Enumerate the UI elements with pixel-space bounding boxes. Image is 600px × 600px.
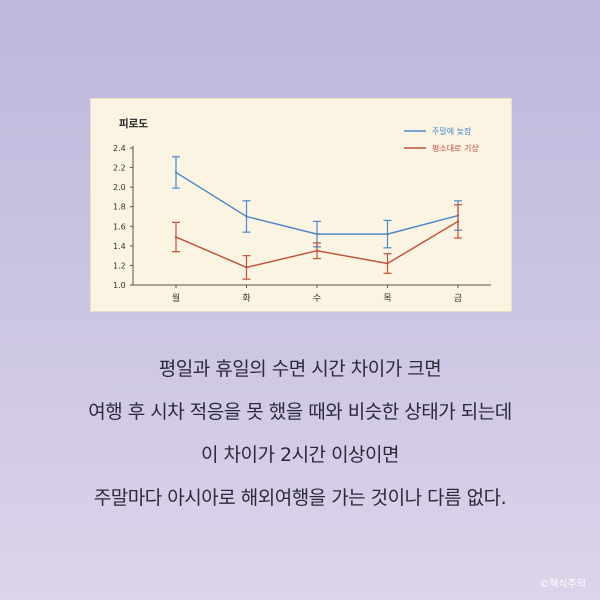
x-tick-label: 목 <box>383 293 391 304</box>
y-axis-title: 피로도 <box>119 117 148 130</box>
caption-line-3: 이 차이가 2시간 이상이면 <box>200 444 400 466</box>
caption-text: 평일과 휴일의 수면 시간 차이가 크면 여행 후 시차 적응을 못 했을 때와… <box>0 348 600 520</box>
fatigue-line-chart: 피로도 2.4 2.2 2.0 1.8 1.6 1.4 1.2 1.0 월 화 수 목 금 주말에 늦잠평소… <box>113 117 491 304</box>
caption-line-2: 여행 후 시차 적응을 못 했을 때와 비슷한 상태가 되는데 <box>88 401 512 423</box>
y-tick-label: 1.6 <box>113 222 126 231</box>
data-point <box>315 249 319 252</box>
y-tick-label: 2.2 <box>113 164 126 173</box>
data-point <box>386 262 389 265</box>
x-tick-label: 금 <box>454 293 462 304</box>
legend-label-1: 주말에 늦잠 <box>432 126 472 136</box>
y-tick-label: 2.4 <box>113 144 126 153</box>
y-tick-label: 1.0 <box>113 281 126 290</box>
data-point <box>174 235 178 239</box>
legend-label-2: 평소대로 기상 <box>432 143 479 153</box>
y-tick-label: 1.4 <box>113 242 126 251</box>
copyright-credit: ©책식주의 <box>539 579 586 590</box>
x-tick-label: 수 <box>313 293 321 304</box>
data-point <box>315 232 319 236</box>
data-point <box>245 215 248 218</box>
data-point <box>456 220 460 223</box>
x-tick-label: 월 <box>172 292 180 304</box>
y-tick-label: 2.0 <box>113 183 126 192</box>
data-point <box>174 171 178 174</box>
y-tick-label: 1.2 <box>113 261 126 270</box>
data-point <box>386 232 389 236</box>
caption-line-1: 평일과 휴일의 수면 시간 차이가 크면 <box>158 358 442 380</box>
y-tick-label: 1.8 <box>113 203 126 212</box>
x-tick-label: 화 <box>242 293 250 304</box>
caption-line-4: 주말마다 아시아로 해외여행을 가는 것이나 다름 없다. <box>93 487 507 509</box>
data-point <box>245 266 248 269</box>
